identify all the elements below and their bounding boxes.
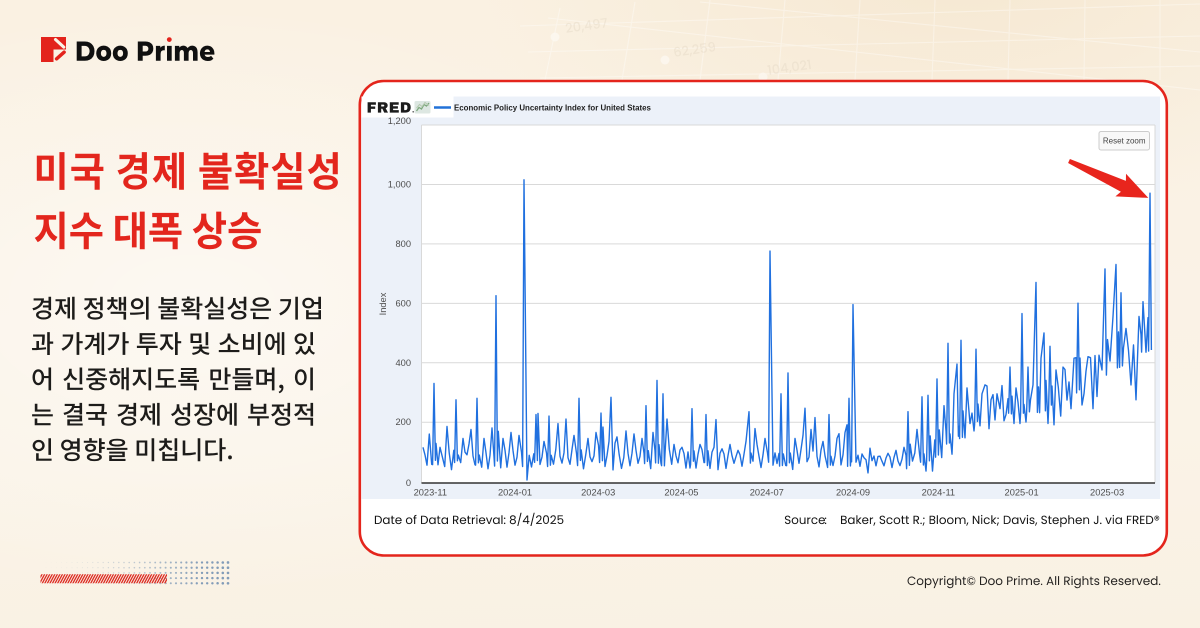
svg-text:2024-01: 2024-01 <box>498 488 532 498</box>
svg-text:2024-09: 2024-09 <box>836 488 870 498</box>
svg-text:2024-05: 2024-05 <box>664 488 698 498</box>
svg-text:400: 400 <box>395 358 411 368</box>
svg-text:Reset zoom: Reset zoom <box>1103 137 1146 146</box>
svg-text:2025-03: 2025-03 <box>1090 488 1124 498</box>
svg-text:2025-01: 2025-01 <box>1005 488 1039 498</box>
svg-text:Economic Policy Uncertainty In: Economic Policy Uncertainty Index for Un… <box>454 104 651 113</box>
svg-text:200: 200 <box>395 417 411 427</box>
svg-text:2024-11: 2024-11 <box>922 488 955 498</box>
svg-text:600: 600 <box>395 298 411 308</box>
svg-text:1,000: 1,000 <box>388 179 411 189</box>
svg-text:2024-07: 2024-07 <box>750 488 784 498</box>
svg-text:2023-11: 2023-11 <box>414 488 447 498</box>
svg-text:0: 0 <box>406 478 411 488</box>
svg-text:2024-03: 2024-03 <box>581 488 615 498</box>
svg-text:1,200: 1,200 <box>388 116 411 126</box>
svg-text:800: 800 <box>395 239 411 249</box>
svg-text:Index: Index <box>378 292 388 315</box>
